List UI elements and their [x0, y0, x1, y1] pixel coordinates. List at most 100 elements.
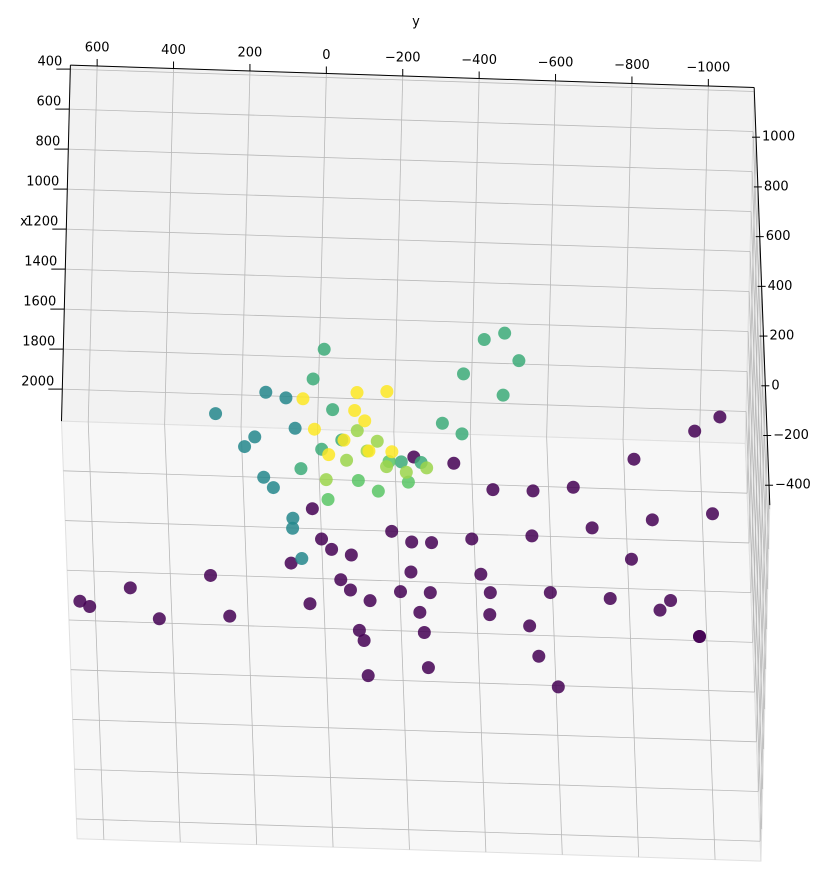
point — [123, 581, 137, 595]
point — [380, 385, 394, 399]
point — [380, 460, 394, 474]
point — [266, 481, 280, 495]
point — [284, 556, 298, 570]
grid-line — [62, 388, 747, 412]
point — [286, 521, 300, 535]
point — [204, 568, 218, 582]
grid-line — [240, 70, 251, 427]
y-tick-label: −200 — [385, 50, 421, 65]
point — [288, 421, 302, 435]
point — [334, 573, 348, 587]
point — [361, 669, 375, 683]
grid-line — [699, 85, 709, 442]
z-tick-label: 200 — [769, 329, 794, 344]
point — [474, 567, 488, 581]
point — [257, 470, 271, 484]
point — [238, 440, 252, 454]
point — [455, 427, 469, 441]
point — [525, 529, 539, 543]
point — [295, 552, 309, 566]
grid-line — [64, 308, 749, 332]
point — [401, 475, 415, 489]
grid-line — [393, 75, 404, 432]
z-tick-label: 1000 — [762, 130, 795, 145]
point — [706, 507, 720, 521]
point — [523, 619, 537, 633]
grid-line — [74, 768, 759, 792]
x-tick-label: 800 — [35, 135, 60, 150]
point — [279, 391, 293, 405]
point — [425, 536, 439, 550]
point — [326, 403, 340, 417]
point — [306, 372, 320, 386]
point — [348, 403, 362, 417]
point — [603, 592, 617, 606]
point — [209, 407, 223, 421]
grid-line — [87, 65, 98, 422]
grid-line — [746, 137, 757, 494]
grid-line — [756, 385, 766, 742]
point — [340, 453, 354, 467]
point — [152, 612, 166, 626]
point — [585, 521, 599, 535]
grid-line — [70, 68, 755, 92]
point — [405, 535, 419, 549]
point — [259, 385, 273, 399]
point — [294, 462, 308, 476]
z-tick-label: −400 — [775, 478, 811, 493]
y-tick-label: −800 — [614, 58, 650, 73]
point — [551, 680, 565, 694]
point — [363, 594, 377, 608]
point — [624, 552, 638, 566]
point — [417, 625, 431, 639]
point — [483, 586, 497, 600]
point — [371, 484, 385, 498]
y-tick-label: 200 — [238, 45, 263, 60]
point — [664, 594, 678, 607]
point — [305, 502, 319, 516]
point — [322, 448, 336, 462]
x-tick-label: 1200 — [25, 215, 58, 230]
x-axis-label: x — [20, 215, 28, 230]
point — [627, 452, 641, 466]
x-tick-label: 1800 — [22, 335, 55, 350]
point — [421, 661, 435, 675]
grid-line — [67, 569, 751, 594]
point — [357, 634, 371, 648]
point — [358, 414, 372, 428]
grid-line — [752, 286, 763, 643]
x-tick-label: 1000 — [26, 175, 59, 190]
point — [404, 565, 418, 579]
grid-line — [66, 228, 751, 252]
point — [303, 597, 317, 611]
point — [321, 493, 335, 507]
point — [486, 483, 500, 497]
point — [420, 461, 434, 475]
grid-line — [68, 619, 753, 643]
point — [447, 456, 461, 470]
grid-line — [65, 268, 750, 292]
x-tick-label: 1400 — [24, 255, 57, 270]
point — [543, 586, 557, 600]
point — [337, 433, 351, 447]
grid-line — [546, 80, 556, 437]
point — [83, 600, 97, 614]
point — [73, 594, 87, 608]
point — [362, 444, 376, 458]
grid-line — [65, 520, 750, 544]
point — [483, 608, 497, 622]
point — [465, 532, 479, 546]
axis-line — [61, 65, 71, 422]
x-tick-label: 2000 — [21, 375, 54, 390]
grid-line — [76, 818, 761, 842]
point — [394, 585, 408, 599]
grid-line — [68, 148, 753, 172]
grid-line — [69, 108, 754, 132]
z-tick-label: 0 — [771, 378, 779, 393]
point — [223, 609, 237, 623]
point — [350, 386, 364, 400]
point — [512, 354, 526, 368]
point — [496, 388, 510, 402]
point — [286, 511, 300, 525]
